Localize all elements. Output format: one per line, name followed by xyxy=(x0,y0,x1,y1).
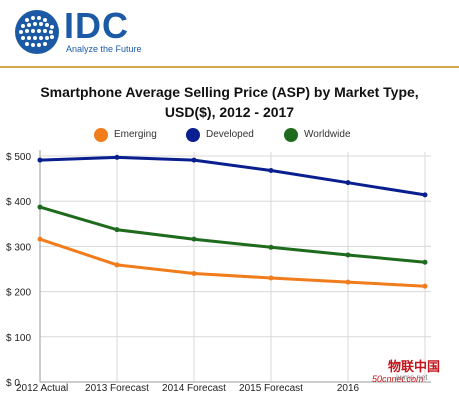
legend-swatch-developed xyxy=(186,128,200,142)
data-point-developed xyxy=(37,157,43,163)
data-point-developed xyxy=(422,192,428,198)
series-line-emerging xyxy=(39,237,426,288)
legend-swatch-emerging xyxy=(94,128,108,142)
watermark-small: iwms.net xyxy=(396,373,428,382)
y-tick-label: $ 300 xyxy=(6,242,31,253)
data-point-worldwide xyxy=(422,259,428,265)
data-point-emerging xyxy=(191,271,197,277)
data-point-worldwide xyxy=(191,236,197,242)
watermark-url: 50cnnet.com xyxy=(372,374,424,384)
x-tick-label: 2016 xyxy=(337,383,360,394)
data-point-worldwide xyxy=(114,227,120,233)
idc-tagline: Analyze the Future xyxy=(66,44,142,54)
data-point-worldwide xyxy=(345,252,351,258)
y-tick-label: $ 400 xyxy=(6,197,31,208)
x-tick-label: 2013 Forecast xyxy=(85,383,149,394)
x-tick-label: 2012 Actual xyxy=(16,383,68,394)
x-tick-label: 2015 Forecast xyxy=(239,383,303,394)
chart-title-line-1: Smartphone Average Selling Price (ASP) b… xyxy=(40,84,419,100)
data-point-emerging xyxy=(345,279,351,285)
y-tick-label: $ 100 xyxy=(6,333,31,344)
chart-title: Smartphone Average Selling Price (ASP) b… xyxy=(0,82,459,122)
idc-logo-text: IDC xyxy=(64,5,129,46)
watermark-cn-text: 物联中国 xyxy=(388,360,441,375)
series-line-worldwide xyxy=(39,205,426,264)
data-point-developed xyxy=(345,180,351,186)
legend-label-developed: Developed xyxy=(206,129,254,140)
data-point-emerging xyxy=(422,283,428,289)
y-tick-label: $ 200 xyxy=(6,288,31,299)
idc-globe-icon xyxy=(15,10,59,54)
chart-legend: Emerging Developed Worldwide xyxy=(0,126,459,144)
x-tick-label: 2014 Forecast xyxy=(162,383,226,394)
data-point-developed xyxy=(114,154,120,160)
data-point-developed xyxy=(268,167,274,173)
chart-title-line-2: USD($), 2012 - 2017 xyxy=(164,104,295,120)
header-banner: IDC Analyze the Future xyxy=(0,0,459,68)
data-point-worldwide xyxy=(268,244,274,250)
legend-swatch-worldwide xyxy=(284,128,298,142)
data-point-worldwide xyxy=(37,204,43,210)
y-tick-label: $ 500 xyxy=(6,152,31,163)
data-point-emerging xyxy=(268,275,274,281)
plot-area xyxy=(40,156,425,382)
legend-label-worldwide: Worldwide xyxy=(304,129,351,140)
series-line-developed xyxy=(39,155,426,197)
data-point-emerging xyxy=(114,262,120,268)
legend-label-emerging: Emerging xyxy=(114,129,157,140)
data-point-emerging xyxy=(37,236,43,242)
y-tick-label: $ 0 xyxy=(6,378,20,389)
data-point-developed xyxy=(191,157,197,163)
